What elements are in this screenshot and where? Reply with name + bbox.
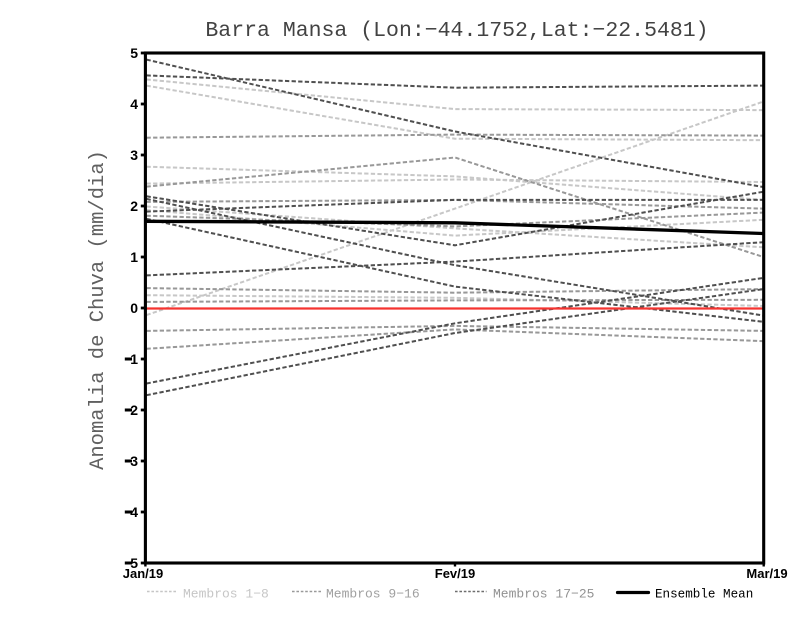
- svg-text:4: 4: [130, 96, 138, 112]
- svg-text:Membros 1−8: Membros 1−8: [183, 587, 269, 602]
- svg-text:5: 5: [130, 45, 138, 61]
- svg-text:Ensemble Mean: Ensemble Mean: [655, 588, 753, 602]
- svg-text:3: 3: [130, 453, 138, 469]
- svg-text:Mar/19: Mar/19: [746, 566, 787, 581]
- svg-text:1: 1: [130, 249, 138, 265]
- svg-text:1: 1: [130, 351, 138, 367]
- svg-text:0: 0: [130, 300, 138, 316]
- svg-text:3: 3: [130, 147, 138, 163]
- svg-text:2: 2: [130, 402, 138, 418]
- svg-text:4: 4: [130, 504, 138, 520]
- svg-text:Anomalia de Chuva (mm/dia): Anomalia de Chuva (mm/dia): [87, 150, 110, 470]
- svg-text:Fev/19: Fev/19: [435, 566, 475, 581]
- svg-text:Membros 17−25: Membros 17−25: [493, 587, 594, 602]
- svg-text:Jan/19: Jan/19: [123, 566, 163, 581]
- svg-text:5: 5: [130, 555, 138, 571]
- svg-text:2: 2: [130, 198, 138, 214]
- svg-text:Barra Mansa (Lon:−44.1752,Lat:: Barra Mansa (Lon:−44.1752,Lat:−22.5481): [205, 19, 708, 43]
- svg-text:Membros 9−16: Membros 9−16: [326, 587, 420, 602]
